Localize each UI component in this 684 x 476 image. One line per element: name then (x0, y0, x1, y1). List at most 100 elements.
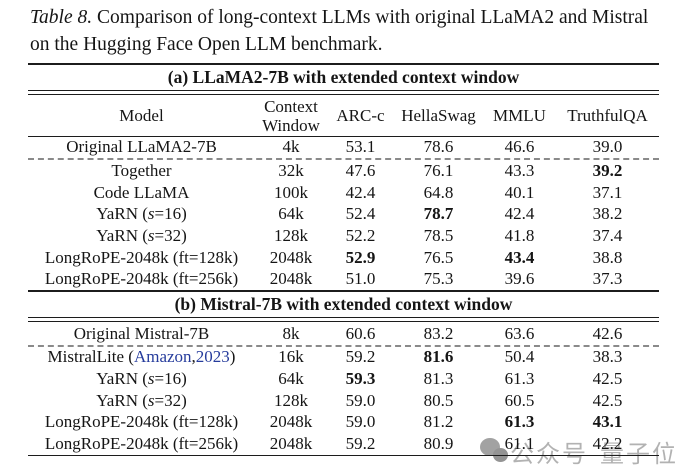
value-cell: 61.3 (504, 412, 535, 432)
value-cell: 60.6 (345, 323, 376, 343)
value-cell: 2048k (269, 269, 313, 289)
value-cell: 40.1 (504, 182, 535, 202)
model-cell: LongRoPE-2048k (ft=256k) (28, 433, 255, 455)
citation-link[interactable]: 2023 (195, 347, 230, 367)
model-cell: MistralLite (Amazon, 2023) (28, 347, 255, 369)
column-header-row: Model Context Window ARC-c HellaSwag MMLU Tru… (28, 96, 659, 136)
value-cell: 61.1 (504, 434, 535, 454)
section-header: (b) Mistral-7B with extended context win… (174, 294, 513, 315)
value-cell: 39.0 (592, 137, 623, 157)
value-cell: 2048k (269, 412, 313, 432)
value-cell: 38.8 (592, 247, 623, 267)
model-name-part: YaRN ( (96, 204, 148, 224)
value-cell: 128k (274, 390, 308, 410)
model-name-part: Original LLaMA2-7B (66, 137, 217, 157)
benchmark-table: (a) LLaMA2-7B with extended context wind… (28, 63, 659, 456)
model-name-part: Original Mistral-7B (73, 323, 210, 343)
table-row: LongRoPE-2048k (ft=128k) 2048k 52.9 76.5 43.… (28, 247, 659, 269)
table-row: Code LLaMA 100k 42.4 64.8 40.1 37.1 (28, 182, 659, 204)
value-cell: 80.9 (423, 434, 454, 454)
value-cell: 4k (282, 137, 300, 157)
value-cell: 76.1 (423, 161, 454, 181)
value-cell: 128k (274, 226, 308, 246)
value-cell: 32k (278, 161, 304, 181)
value-cell: 46.6 (504, 137, 535, 157)
column-header: ARC-c (336, 106, 385, 125)
model-cell: Together (28, 160, 255, 182)
value-cell: 59.2 (345, 434, 376, 454)
value-cell: 81.2 (423, 412, 454, 432)
value-cell: 42.4 (345, 182, 376, 202)
value-cell: 42.5 (592, 369, 623, 389)
value-cell: 81.6 (423, 347, 454, 367)
value-cell: 51.0 (345, 269, 376, 289)
dashed-separator (28, 344, 659, 347)
value-cell: 8k (282, 323, 300, 343)
value-cell: 50.4 (504, 347, 535, 367)
section-divider-rule (28, 290, 659, 293)
model-name-part: LongRoPE-2048k (ft=256k) (44, 434, 239, 454)
column-header: TruthfulQA (567, 106, 648, 125)
value-cell: 37.1 (592, 182, 623, 202)
model-name-part: MistralLite ( (47, 347, 134, 367)
model-name-part: LongRoPE-2048k (ft=128k) (44, 247, 239, 267)
model-name-part: , (191, 347, 196, 367)
top-rule (28, 63, 659, 65)
value-cell: 43.4 (504, 247, 535, 267)
model-name-part: LongRoPE-2048k (ft=128k) (44, 412, 239, 432)
model-name-part: =32) (154, 226, 187, 246)
value-cell: 42.5 (592, 390, 623, 410)
value-cell: 63.6 (504, 323, 535, 343)
value-cell: 64.8 (423, 182, 454, 202)
model-name-part: =32) (154, 390, 187, 410)
model-cell: YaRN (s =32) (28, 390, 255, 412)
value-cell: 59.0 (345, 390, 376, 410)
column-header-rule (28, 135, 659, 137)
value-cell: 43.3 (504, 161, 535, 181)
column-header: Model (119, 106, 164, 125)
value-cell: 76.5 (423, 247, 454, 267)
table-row: YaRN (s =16) 64k 52.4 78.7 42.4 38.2 (28, 204, 659, 226)
column-header: MMLU (493, 106, 546, 125)
citation-link[interactable]: Amazon (133, 347, 192, 367)
value-cell: 38.2 (592, 204, 623, 224)
value-cell: 61.3 (504, 369, 535, 389)
value-cell: 78.7 (423, 204, 454, 224)
value-cell: 78.5 (423, 226, 454, 246)
value-cell: 100k (274, 182, 308, 202)
model-cell: YaRN (s =32) (28, 225, 255, 247)
value-cell: 2048k (269, 247, 313, 267)
value-cell: 52.2 (345, 226, 376, 246)
value-cell: 42.6 (592, 323, 623, 343)
value-cell: 78.6 (423, 137, 454, 157)
model-cell: Original Mistral-7B (28, 323, 255, 345)
model-name-part: LongRoPE-2048k (ft=256k) (44, 269, 239, 289)
value-cell: 60.5 (504, 390, 535, 410)
table-row: YaRN (s =32) 128k 52.2 78.5 41.8 37.4 (28, 225, 659, 247)
dashed-separator (28, 158, 659, 161)
table-row: Together 32k 47.6 76.1 43.3 39.2 (28, 160, 659, 182)
section-header: (a) LLaMA2-7B with extended context wind… (167, 67, 520, 87)
bottom-rule (28, 454, 659, 456)
column-header: HellaSwag (401, 106, 476, 125)
value-cell: 83.2 (423, 323, 454, 343)
watermark: 公众号 量子位 (478, 435, 678, 468)
section-header-rule (28, 317, 659, 322)
table-row: Original Mistral-7B 8k 60.6 83.2 63.6 42.6 (28, 323, 659, 345)
table-caption: Table 8. Comparison of long-context LLMs… (30, 5, 666, 58)
model-cell: Code LLaMA (28, 182, 255, 204)
model-name-part: ) (229, 347, 236, 367)
caption-text: Comparison of long-context LLMs with ori… (30, 7, 649, 55)
model-name-part: YaRN ( (96, 390, 148, 410)
model-name-part: Together (111, 161, 172, 181)
model-cell: Original LLaMA2-7B (28, 137, 255, 159)
value-cell: 16k (278, 347, 304, 367)
model-name-part: s (147, 204, 155, 224)
model-name-part: s (147, 226, 155, 246)
value-cell: 47.6 (345, 161, 376, 181)
model-cell: YaRN (s =16) (28, 204, 255, 226)
table-row: YaRN (s =16) 64k 59.3 81.3 61.3 42.5 (28, 368, 659, 390)
model-name-part: YaRN ( (96, 226, 148, 246)
section-header-rule (28, 90, 659, 95)
value-cell: 53.1 (345, 137, 376, 157)
